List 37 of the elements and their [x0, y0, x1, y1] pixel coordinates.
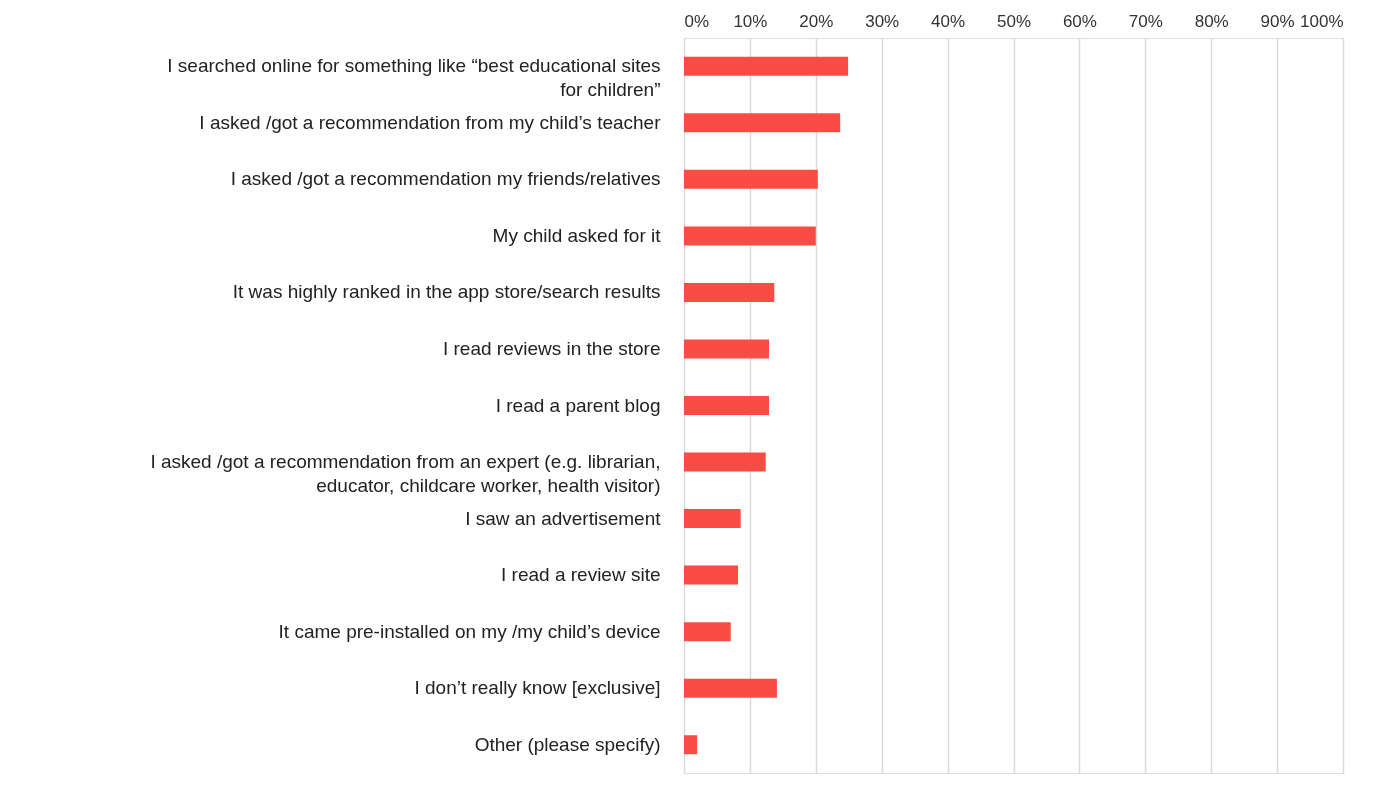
y-tick-label: I saw an advertisement — [465, 507, 662, 529]
x-tick-label: 60% — [1062, 11, 1097, 31]
y-tick-label: I read a review site — [501, 564, 661, 586]
x-tick-label: 90% — [1260, 11, 1295, 31]
y-tick-label: I searched online for something like “best educational sites for children” — [167, 55, 661, 101]
bar — [684, 509, 741, 529]
x-tick-label: 0% — [684, 11, 710, 31]
x-tick-label: 20% — [799, 11, 834, 31]
bar — [684, 339, 770, 359]
y-tick-label: I asked /got a recommendation my friends/relatives — [230, 168, 661, 190]
x-tick-label: 70% — [1128, 11, 1163, 31]
bar — [684, 113, 841, 133]
y-tick-label: I don’t really know [exclusive] — [414, 677, 661, 699]
y-tick-label: Other (please specify) — [474, 733, 661, 755]
y-tick-label: I read a parent blog — [495, 394, 661, 416]
x-tick-label: 10% — [733, 11, 768, 31]
bar — [684, 226, 816, 246]
x-tick-label: 50% — [996, 11, 1032, 31]
bar — [684, 169, 818, 189]
x-tick-label: 40% — [931, 11, 966, 31]
bar — [684, 56, 849, 76]
bar — [684, 735, 698, 755]
y-tick-label: I asked /got a recommendation from my child’s teacher — [199, 111, 662, 133]
bar — [684, 452, 766, 472]
x-tick-label: 100% — [1300, 11, 1344, 31]
x-tick-label: 80% — [1194, 11, 1229, 31]
y-tick-label: It came pre-installed on my /my child’s device — [278, 620, 661, 642]
bar — [684, 282, 775, 302]
bar — [684, 622, 731, 642]
y-tick-label: I asked /got a recommendation from an expert (e.g. librarian, educator, childcare worker, health visitor) — [150, 451, 661, 497]
y-tick-label: I read reviews in the store — [442, 337, 661, 359]
bar — [684, 565, 739, 585]
y-tick-label: My child asked for it — [492, 224, 662, 246]
bar — [684, 396, 770, 415]
x-tick-label: 30% — [865, 11, 900, 31]
bar — [684, 678, 777, 698]
y-tick-label: It was highly ranked in the app store/search results — [232, 281, 661, 303]
